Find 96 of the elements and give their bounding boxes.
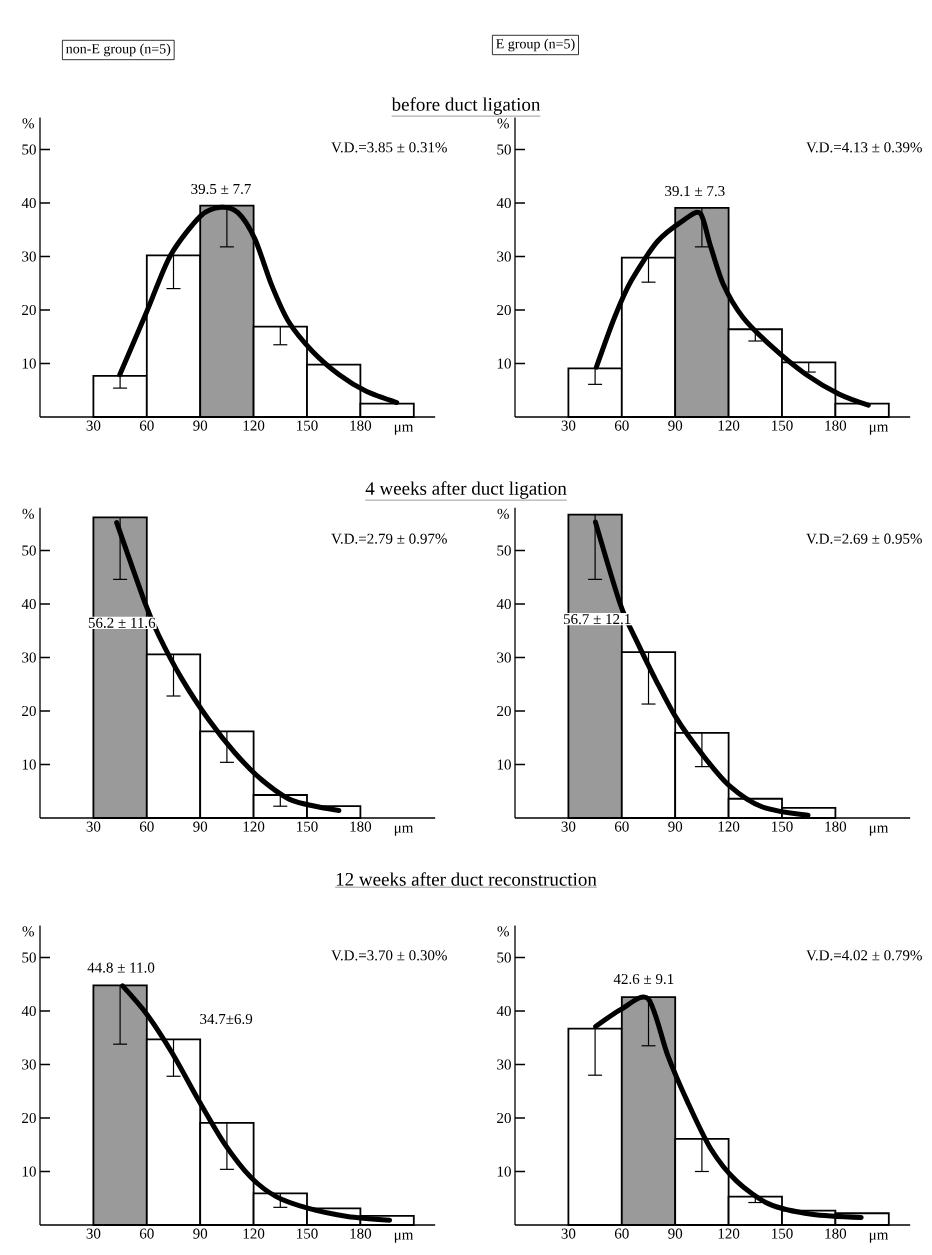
y-tick-label: 10 xyxy=(22,1166,36,1177)
x-axis-title: μm xyxy=(394,424,414,435)
annotation: 42.6 ± 9.1 xyxy=(613,973,674,985)
y-tick-label: 30 xyxy=(497,251,511,262)
y-tick-label: 50 xyxy=(497,144,511,155)
x-tick-label: 180 xyxy=(350,821,372,832)
x-tick-label: 90 xyxy=(668,821,683,832)
x-tick-label: 90 xyxy=(193,821,208,832)
annotation: V.D.=3.85 ± 0.31% xyxy=(331,142,447,153)
y-tick-label: 30 xyxy=(22,652,36,663)
y-tick-label: 40 xyxy=(21,598,36,610)
y-axis-title: % xyxy=(497,118,509,129)
annotation: V.D.=2.79 ± 0.97% xyxy=(331,533,447,544)
y-tick-label: 40 xyxy=(21,1005,36,1017)
y-tick-label: 20 xyxy=(497,304,511,316)
y-tick-label: 20 xyxy=(22,1112,36,1124)
x-tick-label: 30 xyxy=(86,420,101,431)
x-tick-label: 180 xyxy=(825,821,847,832)
x-tick-label: 150 xyxy=(297,420,318,431)
x-tick-label: 60 xyxy=(614,420,629,431)
x-tick-label: 120 xyxy=(718,821,740,832)
x-tick-label: 150 xyxy=(772,821,793,832)
chart-title: 4 weeks after duct ligation xyxy=(365,481,567,499)
x-tick-label: 60 xyxy=(139,1228,154,1239)
x-tick-label: 30 xyxy=(561,420,576,431)
x-axis-title: μm xyxy=(869,424,889,435)
y-axis-title: % xyxy=(22,926,34,937)
x-tick-label: 30 xyxy=(561,1228,576,1239)
y-tick-label: 20 xyxy=(497,705,511,717)
x-axis-title: μm xyxy=(869,1232,889,1243)
y-tick-label: 10 xyxy=(22,358,36,369)
chart-subtitle: non-E group (n=5) xyxy=(66,43,171,57)
x-tick-label: 150 xyxy=(297,1228,318,1239)
x-tick-label: 60 xyxy=(139,821,154,832)
x-axis-title: μm xyxy=(869,825,889,836)
y-tick-label: 50 xyxy=(22,952,36,963)
y-tick-label: 20 xyxy=(22,705,36,717)
y-axis-title: % xyxy=(497,508,509,519)
x-tick-label: 120 xyxy=(243,1228,265,1239)
y-tick-label: 10 xyxy=(497,759,511,770)
y-tick-label: 10 xyxy=(22,759,36,770)
x-tick-label: 90 xyxy=(668,420,683,431)
annotation: 44.8 ± 11.0 xyxy=(87,962,155,973)
y-tick-label: 20 xyxy=(497,1112,511,1124)
x-axis-title: μm xyxy=(394,1232,414,1243)
x-tick-label: 90 xyxy=(193,420,208,431)
x-tick-label: 90 xyxy=(193,1228,208,1239)
y-axis-title: % xyxy=(22,508,34,519)
x-tick-label: 120 xyxy=(718,420,740,431)
y-tick-label: 50 xyxy=(22,144,36,155)
x-tick-label: 150 xyxy=(297,821,318,832)
annotation: 39.1 ± 7.3 xyxy=(665,186,725,197)
annotation: 39.5 ± 7.7 xyxy=(191,183,251,195)
chart-title: 12 weeks after duct reconstruction xyxy=(336,872,597,886)
x-tick-label: 180 xyxy=(350,420,372,431)
annotation: 56.7 ± 12.1 xyxy=(563,614,631,625)
y-axis-title: % xyxy=(22,118,34,129)
x-tick-label: 120 xyxy=(243,821,265,832)
x-tick-label: 120 xyxy=(718,1228,740,1239)
y-tick-label: 30 xyxy=(22,251,36,262)
x-axis-title: μm xyxy=(394,825,414,836)
y-tick-label: 20 xyxy=(22,304,36,316)
x-tick-label: 180 xyxy=(350,1228,372,1239)
annotation: V.D.=4.13 ± 0.39% xyxy=(806,142,922,153)
x-tick-label: 60 xyxy=(614,821,629,832)
y-axis-title: % xyxy=(497,926,509,937)
y-tick-label: 30 xyxy=(497,652,511,663)
x-tick-label: 150 xyxy=(772,420,793,431)
annotation: 34.7±6.9 xyxy=(200,1013,253,1025)
annotation: V.D.=3.70 ± 0.30% xyxy=(331,950,447,961)
x-tick-label: 120 xyxy=(243,420,265,431)
chart-title: before duct ligation xyxy=(391,97,541,115)
y-tick-label: 40 xyxy=(496,598,511,610)
x-tick-label: 150 xyxy=(772,1228,793,1239)
annotation: V.D.=2.69 ± 0.95% xyxy=(806,533,922,544)
y-tick-label: 50 xyxy=(497,545,511,556)
y-tick-label: 50 xyxy=(497,952,511,963)
chart-subtitle: E group (n=5) xyxy=(496,38,575,52)
y-tick-label: 40 xyxy=(496,197,511,209)
annotation: V.D.=4.02 ± 0.79% xyxy=(806,950,922,961)
x-tick-label: 30 xyxy=(86,821,101,832)
x-tick-label: 180 xyxy=(825,1228,847,1239)
y-tick-label: 10 xyxy=(497,1166,511,1177)
x-tick-label: 60 xyxy=(139,420,154,431)
y-tick-label: 30 xyxy=(497,1059,511,1070)
annotation: 56.2 ± 11.6 xyxy=(88,617,156,628)
x-tick-label: 180 xyxy=(825,420,847,431)
y-tick-label: 10 xyxy=(497,358,511,369)
y-tick-label: 40 xyxy=(21,197,36,209)
y-tick-label: 30 xyxy=(22,1059,36,1070)
x-tick-label: 90 xyxy=(668,1228,683,1239)
x-tick-label: 30 xyxy=(86,1228,101,1239)
y-tick-label: 40 xyxy=(496,1005,511,1017)
y-tick-label: 50 xyxy=(22,545,36,556)
x-tick-label: 60 xyxy=(614,1228,629,1239)
x-tick-label: 30 xyxy=(561,821,576,832)
